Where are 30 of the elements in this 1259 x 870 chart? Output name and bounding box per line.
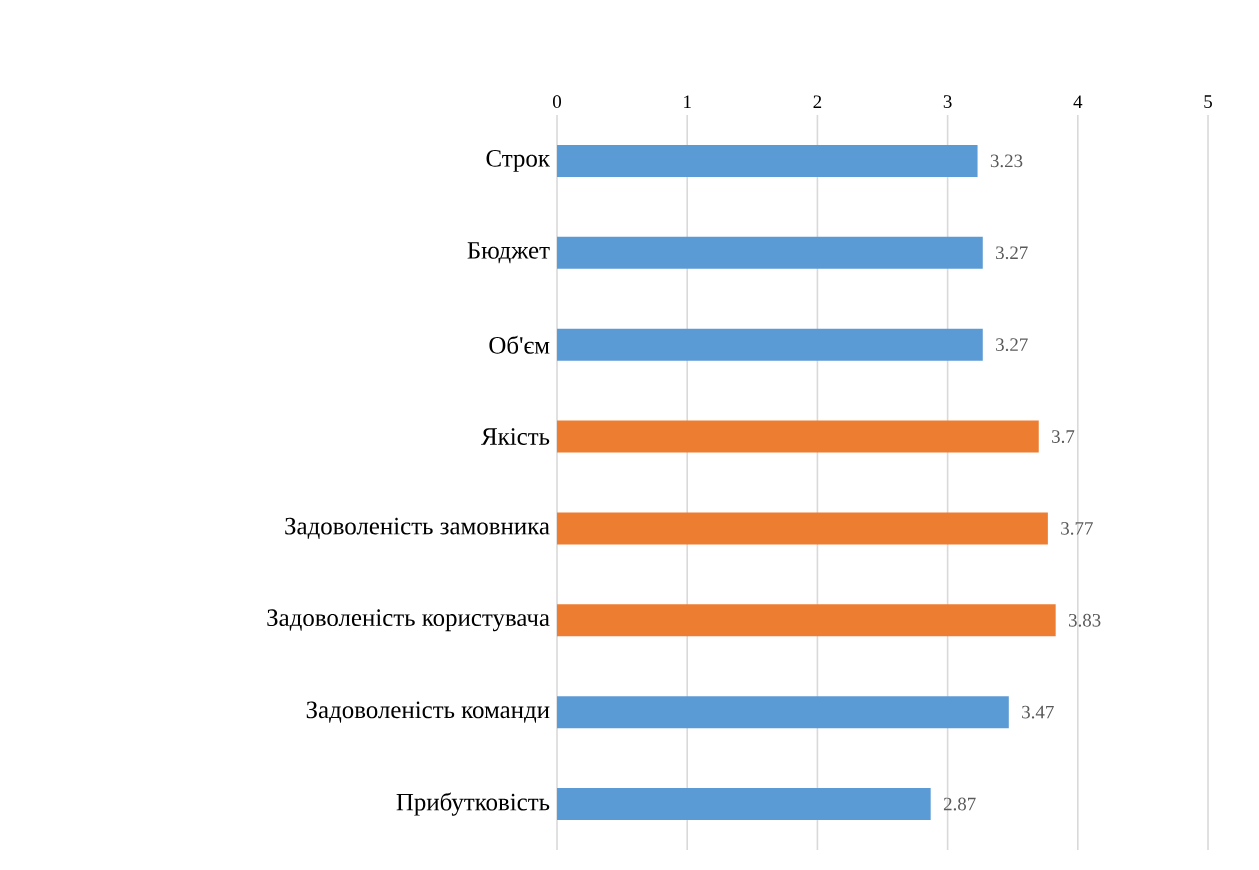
bar <box>557 236 983 269</box>
data-label: 3.83 <box>1068 613 1101 627</box>
data-label: 2.87 <box>943 797 976 811</box>
y-tick-label: Задоволеність замовника <box>285 517 550 540</box>
y-tick-label: Прибутковість <box>396 792 550 816</box>
data-label: 3.27 <box>996 338 1028 352</box>
bar <box>557 604 1056 637</box>
data-label: 3.47 <box>1022 705 1054 719</box>
y-tick-label: Якість <box>481 428 550 445</box>
data-label: 3.27 <box>996 246 1028 260</box>
y-tick-label: Задоволеність команди <box>306 701 550 723</box>
bar <box>557 420 1039 453</box>
x-tick-label: 0 <box>553 95 562 108</box>
bar <box>557 696 1009 729</box>
x-tick-label: 2 <box>813 95 822 108</box>
x-tick-label: 1 <box>684 95 691 108</box>
bar <box>557 512 1048 545</box>
x-tick-label: 5 <box>1204 95 1212 108</box>
y-tick-label: Строк <box>486 150 550 172</box>
data-label: 3.7 <box>1052 430 1075 443</box>
x-tick-label: 4 <box>1073 95 1083 108</box>
data-label: 3.77 <box>1061 522 1093 535</box>
bar <box>557 328 983 361</box>
data-label: 3.23 <box>990 154 1023 168</box>
y-tick-label: Задоволеність користувача <box>267 609 550 632</box>
y-tick-label: Бюджет <box>467 242 550 264</box>
bar <box>557 788 931 821</box>
x-tick-label: 3 <box>943 95 952 108</box>
y-tick-label: Об'єм <box>489 335 550 354</box>
bar <box>557 144 978 177</box>
